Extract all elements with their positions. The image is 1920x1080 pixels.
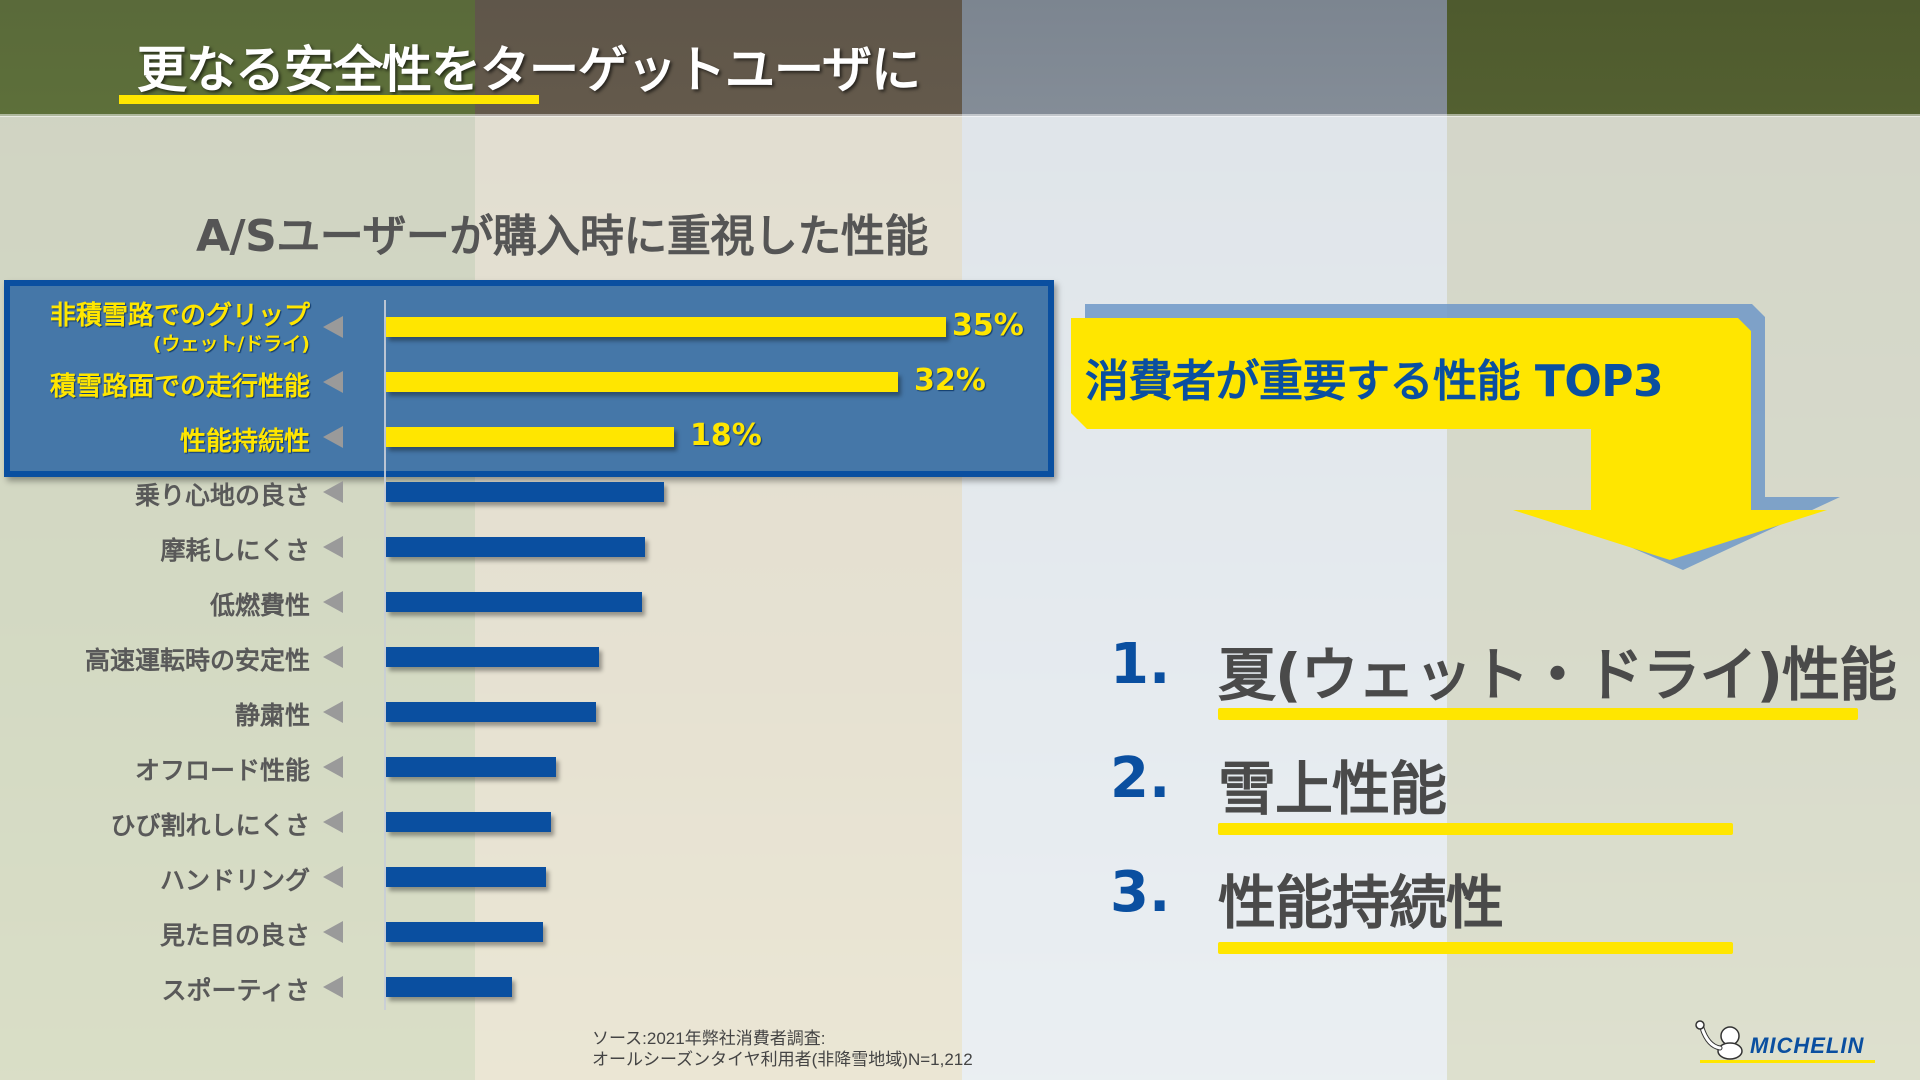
source-line-2: オールシーズンタイヤ利用者(非降雪地域)N=1,212 [592, 1050, 973, 1069]
michelin-logo: MICHELIN [1690, 1018, 1905, 1068]
bar-label: 摩耗しにくさ [160, 536, 310, 565]
bar-label: オフロード性能 [134, 756, 310, 785]
bar [386, 977, 512, 997]
bar-label: 非積雪路でのグリップ [49, 301, 310, 331]
pointer-triangle-icon [323, 701, 343, 723]
page-title: 更なる安全性をターゲットユーザに [137, 41, 921, 99]
pointer-triangle-icon [323, 646, 343, 668]
bar [386, 537, 645, 557]
bar [386, 922, 543, 942]
chart-title: A/Sユーザーが購入時に重視した性能 [196, 211, 928, 262]
pointer-triangle-icon [323, 481, 343, 503]
pointer-triangle-icon [323, 976, 343, 998]
bar-label: ハンドリング [159, 866, 310, 895]
background-wash [962, 116, 1447, 1080]
bar [386, 812, 551, 832]
rank-number: 1. [1110, 632, 1171, 697]
bar [386, 867, 546, 887]
bar [386, 757, 556, 777]
bar [386, 482, 664, 502]
bar-value-label: 35% [952, 308, 1024, 343]
bar [386, 592, 642, 612]
top3-heading: 消費者が重要する性能 TOP3 [1085, 356, 1664, 407]
pointer-triangle-icon [323, 811, 343, 833]
bar-value-label: 18% [690, 418, 762, 453]
rank-text: 夏(ウェット・ドライ)性能 [1218, 641, 1897, 709]
rank-underline [1218, 942, 1733, 954]
bar-label: 見た目の良さ [159, 921, 310, 950]
bar-sublabel: (ウェット/ドライ) [152, 333, 310, 355]
rank-text: 性能持続性 [1218, 869, 1504, 937]
source-note: ソース:2021年弊社消費者調査: オールシーズンタイヤ利用者(非降雪地域)N=… [592, 1028, 973, 1070]
pointer-triangle-icon [323, 866, 343, 888]
title-underline [119, 95, 539, 104]
background-wash [1447, 116, 1920, 1080]
rank-number: 3. [1110, 860, 1171, 925]
bar-label: 静粛性 [234, 701, 310, 730]
rank-number: 2. [1110, 746, 1171, 811]
bar-label: 積雪路面での走行性能 [49, 372, 310, 402]
pointer-triangle-icon [323, 921, 343, 943]
rank-underline [1218, 708, 1858, 720]
bar [386, 427, 674, 447]
bar [386, 372, 898, 392]
rank-underline [1218, 823, 1733, 835]
rank-text: 雪上性能 [1218, 755, 1447, 823]
header-divider [0, 114, 1920, 117]
bibendum-mascot-icon [1695, 1020, 1743, 1060]
pointer-triangle-icon [323, 371, 343, 393]
pointer-triangle-icon [323, 536, 343, 558]
bar-label: ひび割れしにくさ [110, 811, 310, 840]
pointer-triangle-icon [323, 316, 343, 338]
bar-label: 低燃費性 [209, 591, 310, 620]
bar [386, 702, 596, 722]
logo-text: MICHELIN [1750, 1033, 1865, 1058]
chart-axis [384, 300, 386, 1010]
logo-underline [1700, 1060, 1875, 1063]
bar [386, 647, 599, 667]
bar-label: 乗り心地の良さ [134, 481, 310, 510]
pointer-triangle-icon [323, 426, 343, 448]
bar [386, 317, 946, 337]
bar-label: 性能持続性 [179, 427, 310, 457]
bar-value-label: 32% [914, 363, 986, 398]
source-line-1: ソース:2021年弊社消費者調査: [592, 1029, 826, 1048]
bar-label: スポーティさ [161, 976, 310, 1005]
bar-label: 高速運転時の安定性 [84, 646, 310, 675]
pointer-triangle-icon [323, 591, 343, 613]
pointer-triangle-icon [323, 756, 343, 778]
